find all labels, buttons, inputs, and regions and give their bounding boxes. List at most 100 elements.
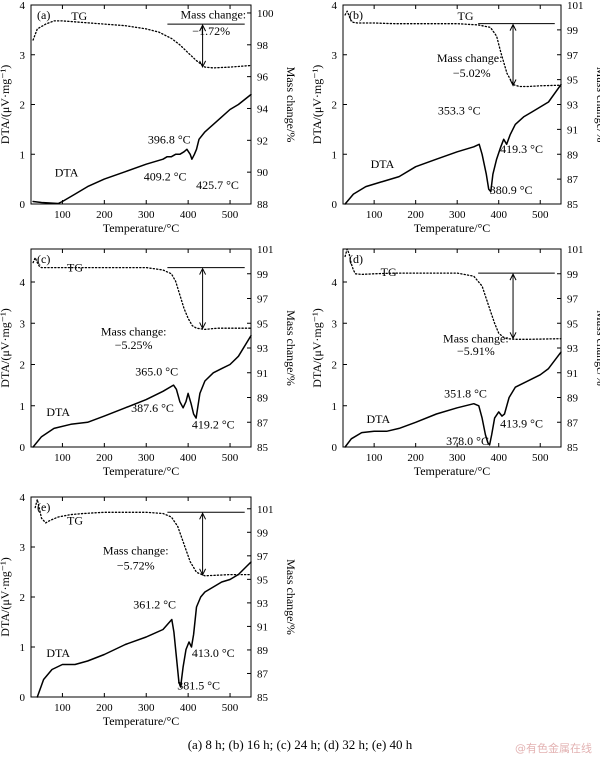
y-left-tick-label: 4 xyxy=(20,0,26,12)
y-right-tick-label: 85 xyxy=(257,692,269,704)
x-tick-label: 100 xyxy=(54,702,71,714)
x-tick-label: 100 xyxy=(54,452,71,464)
arrow-head-top xyxy=(199,512,207,520)
annotation-label: TG xyxy=(71,9,87,23)
y-left-tick-label: 1 xyxy=(20,642,26,654)
y-right-axis-label: Mass change/% xyxy=(284,559,298,635)
x-tick-label: 200 xyxy=(407,452,424,464)
x-axis-label: Temperature/°C xyxy=(414,221,491,235)
y-left-axis-label: DTA/(μV·mg⁻¹) xyxy=(0,308,12,387)
y-left-tick-label: 1 xyxy=(332,401,338,413)
y-right-tick-label: 93 xyxy=(567,100,579,112)
y-right-tick-label: 97 xyxy=(257,294,269,306)
y-left-axis-label: DTA/(μV·mg⁻¹) xyxy=(310,308,324,387)
y-left-tick-label: 3 xyxy=(332,318,338,330)
annotation-label: −5.25% xyxy=(115,338,153,352)
y-right-tick-label: 101 xyxy=(567,0,584,12)
arrow-head-bottom xyxy=(199,568,207,576)
y-left-tick-label: 0 xyxy=(20,442,26,454)
chart-panel-1: 100 200 300 400 500 0 1 2 3 4 88 90 92 94 96 98 100 Tempe… xyxy=(0,0,298,235)
y-right-tick-label: 90 xyxy=(257,167,269,179)
arrow-head-top xyxy=(509,23,517,31)
x-axis-label: Temperature/°C xyxy=(103,221,180,235)
y-right-tick-label: 91 xyxy=(257,621,268,633)
chart-panel-3: 100 200 300 400 500 0 1 2 3 4 85 87 89 91 93 95 97 99 101 T… xyxy=(0,244,298,478)
y-right-tick-label: 87 xyxy=(567,417,579,429)
y-right-axis-label: Mass change/% xyxy=(284,67,298,143)
x-tick-label: 300 xyxy=(138,702,155,714)
arrow-head-bottom xyxy=(509,332,517,340)
y-left-tick-label: 0 xyxy=(20,692,26,704)
annotation-label: 396.8 °C xyxy=(148,132,191,146)
y-left-tick-label: 4 xyxy=(332,0,338,12)
annotation-label: TG xyxy=(381,265,397,279)
annotation-label: Mass change: xyxy=(437,51,503,65)
arrow-head-top xyxy=(199,267,207,275)
y-right-tick-label: 88 xyxy=(257,199,269,211)
annotation-label: −5.91% xyxy=(457,344,495,358)
y-left-tick-label: 3 xyxy=(20,318,26,330)
x-tick-label: 100 xyxy=(366,209,383,221)
y-right-tick-label: 89 xyxy=(257,393,269,405)
y-left-tick-label: 4 xyxy=(20,492,26,504)
annotation-label: 419.2 °C xyxy=(192,417,235,431)
x-tick-label: 100 xyxy=(54,209,71,221)
x-tick-label: 400 xyxy=(490,209,507,221)
annotation-label: DTA xyxy=(46,405,70,419)
y-right-tick-label: 101 xyxy=(567,244,584,256)
y-right-tick-label: 91 xyxy=(567,124,578,136)
x-tick-label: 200 xyxy=(96,702,113,714)
y-right-tick-label: 97 xyxy=(567,50,579,62)
annotation-label: 378.0 °C xyxy=(446,434,489,448)
annotation-label: TG xyxy=(67,261,83,275)
annotation-label: 425.7 °C xyxy=(196,178,239,192)
y-right-tick-label: 87 xyxy=(567,174,579,186)
y-left-tick-label: 3 xyxy=(332,50,338,62)
y-right-tick-label: 85 xyxy=(567,442,579,454)
panel-label: (e) xyxy=(37,500,50,514)
y-left-tick-label: 2 xyxy=(20,100,26,112)
annotation-label: 413.0 °C xyxy=(192,646,235,660)
x-tick-label: 400 xyxy=(180,702,197,714)
y-right-axis-label: Mass change/% xyxy=(594,310,600,386)
panel-label: (a) xyxy=(37,8,50,22)
y-right-tick-label: 101 xyxy=(257,244,274,256)
y-left-tick-label: 3 xyxy=(20,50,26,62)
x-tick-label: 500 xyxy=(222,209,239,221)
x-axis-label: Temperature/°C xyxy=(414,464,491,478)
y-right-tick-label: 91 xyxy=(257,368,268,380)
annotation-label: 365.0 °C xyxy=(135,365,178,379)
annotation-label: 409.2 °C xyxy=(144,170,187,184)
annotation-label: 353.3 °C xyxy=(438,103,481,117)
annotation-label: TG xyxy=(67,514,83,528)
annotation-label: 361.2 °C xyxy=(133,598,176,612)
y-right-tick-label: 89 xyxy=(567,393,579,405)
watermark: @有色金属在线 xyxy=(515,742,592,755)
arrow-head-bottom xyxy=(199,322,207,330)
x-tick-label: 200 xyxy=(96,452,113,464)
y-left-tick-label: 0 xyxy=(20,199,26,211)
annotation-label: 351.8 °C xyxy=(444,387,487,401)
series-dta-line xyxy=(32,93,252,205)
series-tg-line xyxy=(344,248,562,340)
arrow-head-bottom xyxy=(199,60,207,69)
series-tg-line xyxy=(344,10,562,88)
y-right-tick-label: 93 xyxy=(257,343,269,355)
y-right-tick-label: 97 xyxy=(567,294,579,306)
series-dta-line xyxy=(36,561,252,698)
y-right-tick-label: 97 xyxy=(257,551,269,563)
y-left-tick-label: 1 xyxy=(332,149,338,161)
y-right-tick-label: 95 xyxy=(257,318,269,330)
y-right-tick-label: 93 xyxy=(257,598,269,610)
annotation-label: 381.5 °C xyxy=(177,679,220,693)
annotation-label: DTA xyxy=(366,412,390,426)
y-right-tick-label: 98 xyxy=(257,40,269,52)
y-left-tick-label: 0 xyxy=(332,442,338,454)
y-left-tick-label: 1 xyxy=(20,401,26,413)
y-right-tick-label: 92 xyxy=(257,135,268,147)
arrow-head-top xyxy=(199,23,207,32)
y-right-tick-label: 99 xyxy=(257,527,269,539)
panel-label: (d) xyxy=(349,252,363,266)
x-tick-label: 500 xyxy=(532,452,549,464)
